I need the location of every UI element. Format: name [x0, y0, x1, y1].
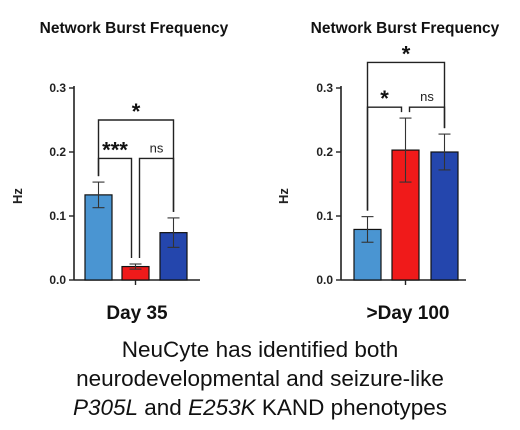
panel-2-y-tick-label: 0.1 [316, 209, 333, 223]
panel-2-y-tick-label: 0.2 [316, 145, 333, 159]
caption-line-3: P305L and E253K KAND phenotypes [0, 393, 520, 422]
panel-2-significance-label-2: * [380, 86, 389, 111]
panel-2-significance-label-1: * [402, 41, 411, 66]
gene-p305l: P305L [72, 395, 139, 420]
panel-2-significance-label-3: ns [420, 89, 434, 104]
panel-1-significance-label-3: ns [150, 140, 164, 155]
caption-rest: KAND phenotypes [255, 395, 448, 420]
panel-1-significance-label-2: *** [102, 137, 128, 162]
panel-1-y-tick-label: 0.2 [49, 145, 66, 159]
caption-line-2: neurodevelopmental and seizure-like [76, 366, 444, 391]
panel-2-x-axis-label: >Day 100 [367, 303, 450, 324]
panel-1-title: Network Burst Frequency [40, 20, 229, 37]
panel-1-y-tick-label: 0.3 [49, 81, 66, 95]
panel-1-x-axis-label: Day 35 [106, 303, 168, 324]
panel-2-y-axis-label: Hz [276, 188, 291, 204]
panel-2-comparison-bracket-3 [408, 106, 446, 129]
gene-e253k: E253K [188, 395, 256, 420]
panel-1-y-tick-label: 0.1 [49, 209, 66, 223]
panel-1-y-tick-label: 0.0 [49, 273, 66, 287]
panel-2-comparison-bracket-2 [366, 106, 403, 211]
panel-2-bar-3 [430, 151, 459, 281]
panel-1-significance-label-1: * [132, 99, 141, 124]
panel-1-comparison-bracket-3 [138, 157, 175, 258]
caption: NeuCyte has identified both neurodevelop… [0, 335, 520, 422]
caption-and: and [138, 395, 189, 420]
panel-2-title: Network Burst Frequency [311, 20, 500, 37]
panel-2-y-tick-label: 0.0 [316, 273, 333, 287]
panel-1-comparison-bracket-2 [97, 157, 133, 258]
panel-1-y-axis-label: Hz [10, 188, 25, 204]
chart-canvas: Network Burst Frequency0.00.10.20.3Hz***… [10, 20, 500, 324]
caption-line-1: NeuCyte has identified both [121, 337, 399, 362]
panel-2-y-tick-label: 0.3 [316, 81, 333, 95]
